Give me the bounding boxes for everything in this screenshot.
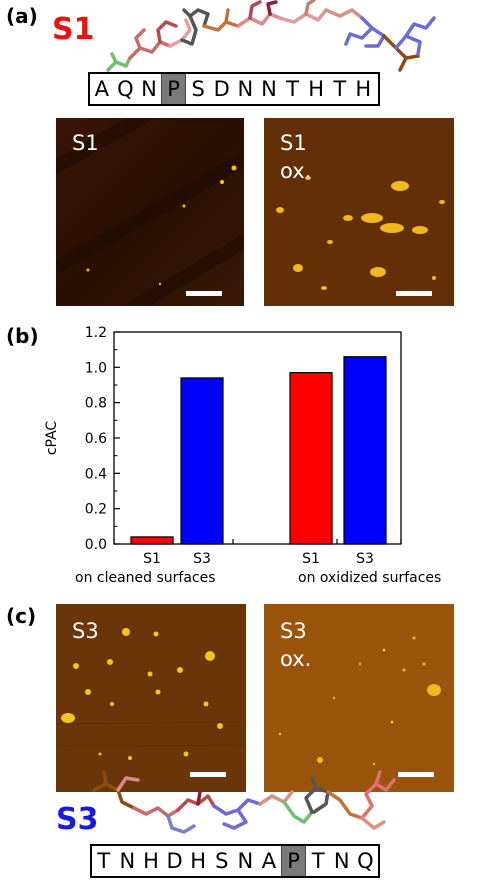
peptide-s1-structure-image (106, 0, 436, 72)
y-tick-label: 0.8 (85, 396, 107, 412)
sequence-s3-residue: S (215, 849, 229, 873)
y-tick-label: 1.0 (85, 360, 107, 376)
sequence-s3-residue: P (280, 846, 307, 876)
afm-image-s1-ox: S1 ox. (264, 118, 454, 306)
sequence-s1-residue: S (191, 77, 205, 101)
sequence-s3-residue: D (166, 849, 183, 873)
sequence-s3-residue: H (143, 849, 159, 873)
sequence-s1-residue: T (333, 77, 347, 101)
sequence-s1-residue: Q (117, 77, 134, 101)
group-label: on oxidized surfaces (298, 570, 441, 586)
afm-s3-ox-label-line2: ox. (280, 647, 312, 671)
scale-bar (396, 291, 432, 296)
panel-a-label: (a) (6, 4, 38, 28)
x-tick-label: S1 (143, 551, 161, 567)
scale-bar (398, 772, 434, 777)
afm-s1-label: S1 (72, 131, 99, 155)
afm-image-s3: S3 (56, 604, 246, 792)
sequence-s1-residue: D (213, 77, 230, 101)
x-tick-label: S3 (193, 551, 211, 567)
peptide-s3-structure-image (92, 770, 396, 834)
y-axis-label: cPAC (44, 421, 60, 456)
afm-image-s1: S1 (56, 118, 244, 306)
sequence-s1-residue: H (308, 77, 325, 101)
scale-bar (190, 772, 226, 777)
sequence-s1-residue: A (94, 77, 109, 101)
bar-s3 (180, 377, 224, 545)
bar-s3 (343, 356, 387, 545)
afm-image-s3-texture (56, 604, 246, 792)
panel-b-label: (b) (6, 324, 39, 348)
group-label: on cleaned surfaces (75, 570, 216, 586)
sequence-s3-residue: N (237, 849, 254, 873)
sequence-s1-residue: N (141, 77, 157, 101)
afm-image-s1-ox-texture (264, 118, 454, 306)
sequence-s1-residue: N (237, 77, 254, 101)
y-tick-label: 0.0 (85, 537, 107, 553)
sequence-s3-residue: H (190, 849, 207, 873)
afm-s3-ox-label-line1: S3 (280, 619, 307, 643)
afm-s1-ox-label-line2: ox. (280, 159, 312, 183)
y-tick-label: 1.2 (85, 325, 107, 341)
sequence-s3-residue: A (261, 849, 277, 873)
bar-s1 (289, 372, 333, 545)
afm-s3-label: S3 (72, 619, 99, 643)
y-tick-label: 0.2 (85, 502, 107, 518)
panel-c-label: (c) (6, 604, 37, 628)
afm-image-s1-texture (56, 118, 244, 306)
y-tick-label: 0.4 (85, 466, 107, 482)
y-tick-label: 0.6 (85, 431, 107, 447)
bar-s1 (130, 536, 174, 545)
sequence-s3-residue: N (333, 849, 350, 873)
afm-image-s3-ox-texture (264, 604, 454, 792)
sequence-s3-residue: N (119, 849, 136, 873)
sequence-s1-residue: H (355, 77, 372, 101)
sequence-s3-residue: T (97, 849, 111, 873)
cpac-bar-chart: 0.0 0.2 0.4 0.6 0.8 1.0 1.2 cPAC S1 S3 on cleaned … (44, 325, 441, 586)
sequence-s1-residue: P (160, 74, 187, 104)
afm-s1-ox-label-line1: S1 (280, 131, 307, 155)
sequence-s1-residue: T (286, 77, 299, 101)
x-tick-label: S3 (356, 551, 374, 567)
x-tick-label: S1 (302, 551, 320, 567)
sequence-s3-residue: Q (357, 849, 374, 873)
scale-bar (186, 291, 222, 296)
peptide-s1-name: S1 (52, 12, 95, 47)
sequence-s1-residue: N (261, 77, 277, 101)
sequence-s3-residue: T (311, 849, 325, 873)
afm-image-s3-ox: S3 ox. (264, 604, 454, 792)
peptide-s3-name: S3 (56, 802, 99, 837)
